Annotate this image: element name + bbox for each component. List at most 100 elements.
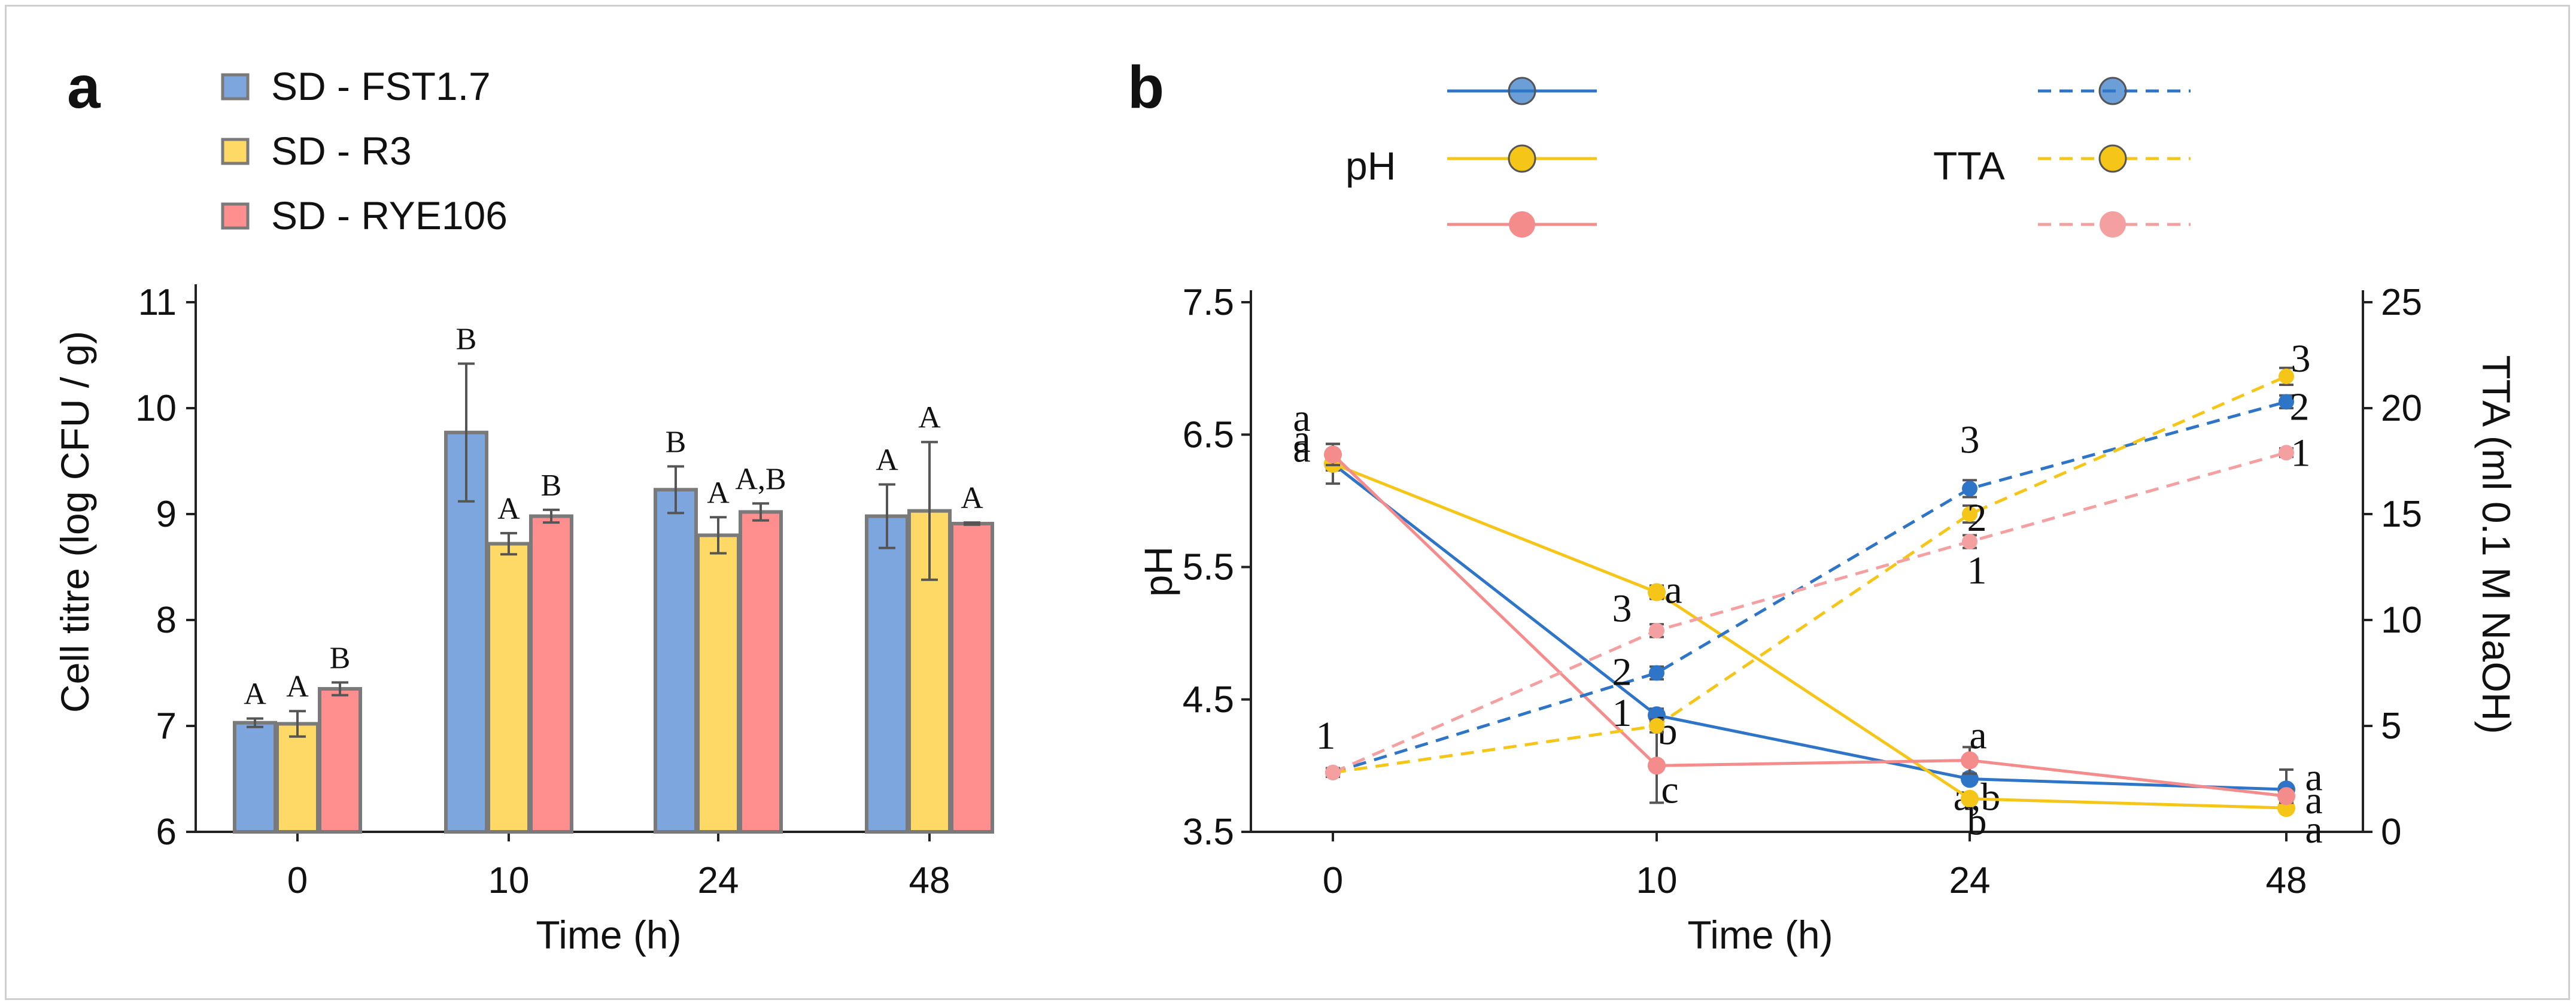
significance-label: a (2305, 779, 2322, 822)
bar-sd-fst1-7 (654, 488, 698, 834)
significance-letter: B (456, 323, 477, 357)
legend-marker (2100, 211, 2126, 238)
line-tta-r3 (1332, 375, 2287, 774)
significance-letter: A (918, 401, 941, 435)
line-ph-rye106 (1332, 453, 2287, 798)
point-tta-rye106 (1325, 764, 1341, 780)
panel-b-ytick-left-label: 4.5 (1183, 679, 1234, 721)
panel-b-xtick-label: 24 (1949, 860, 1991, 901)
point-tta-rye106 (2279, 445, 2294, 461)
point-ph-rye106 (1324, 445, 1342, 464)
point-tta-fst1-7 (2279, 394, 2294, 410)
bar-sd-rye106 (318, 687, 362, 834)
significance-letter: A (244, 677, 266, 712)
bar-sd-r3 (907, 509, 952, 834)
bar-sd-r3 (275, 722, 320, 834)
significance-label: a (1293, 427, 1310, 470)
panel-b-label: b (1128, 54, 1164, 121)
panel-b-xlabel: Time (h) (1687, 913, 1833, 957)
significance-label: 1 (2291, 431, 2311, 475)
significance-label: 2 (2290, 385, 2310, 428)
significance-label: b (1967, 800, 1987, 844)
panel-b-ytick-right-label: 20 (2381, 388, 2422, 429)
legend-marker (2098, 144, 2127, 173)
bar-sd-r3 (696, 533, 740, 834)
significance-label: 1 (1612, 691, 1632, 735)
point-tta-fst1-7 (1962, 481, 1977, 497)
panel-a-ylabel: Cell titre (log CFU / g) (53, 331, 97, 713)
point-ph-rye106 (2277, 787, 2295, 806)
significance-letter: A (876, 443, 898, 477)
legend-label: SD - RYE106 (271, 193, 508, 238)
significance-letter: A (961, 481, 983, 515)
panel-a-ytick-label: 6 (156, 812, 177, 853)
legend-swatch (221, 73, 250, 101)
panel-a-xtick-label: 0 (287, 860, 308, 901)
point-tta-fst1-7 (1649, 665, 1664, 681)
panel-b-ytick-left-label: 6.5 (1183, 414, 1234, 455)
significance-label: 2 (1612, 651, 1632, 694)
point-ph-rye106 (1961, 751, 1979, 770)
significance-label: a (1293, 417, 1310, 461)
panel-b-ytick-right-label: 15 (2381, 494, 2422, 535)
panel-a-ytick-label: 8 (156, 600, 177, 641)
line-tta-fst1-7 (1332, 400, 2287, 774)
panel-a-ytick-label: 10 (135, 388, 177, 429)
panel-a-ytick-label: 9 (156, 494, 177, 535)
significance-letter: B (330, 641, 351, 675)
panel-b-xtick-label: 0 (1323, 860, 1343, 901)
significance-label: a (1293, 396, 1310, 440)
significance-label: 2 (1967, 496, 1987, 540)
significance-letter: B (541, 469, 562, 503)
point-tta-r3 (1649, 718, 1664, 734)
figure-frame (5, 5, 2570, 1000)
panel-b-ytick-right-label: 10 (2381, 600, 2422, 641)
significance-letter: A (286, 670, 309, 704)
significance-label: a (2305, 755, 2322, 799)
line-ph-r3 (1332, 462, 2287, 810)
point-ph-rye106 (1648, 756, 1666, 775)
panel-b-ytick-left-label: 5.5 (1183, 547, 1234, 588)
bar-sd-rye106 (529, 514, 573, 834)
panel-b-ytick-left-label: 3.5 (1183, 812, 1234, 853)
point-ph-r3 (1961, 789, 1979, 808)
bar-sd-rye106 (739, 510, 783, 834)
legend-marker (1508, 77, 1536, 105)
panel-b-ytick-right-label: 5 (2381, 706, 2401, 747)
significance-label: a (2305, 808, 2322, 852)
panel-b-ytick-right-label: 0 (2381, 812, 2401, 853)
significance-letter: A,B (735, 462, 786, 496)
legend-marker (2098, 77, 2127, 105)
panel-a-label: a (67, 54, 101, 121)
legend-swatch (221, 138, 250, 165)
significance-label: 1 (1316, 714, 1336, 758)
panel-b-ytick-left-label: 7.5 (1183, 282, 1234, 323)
bar-sd-rye106 (950, 521, 994, 834)
bar-sd-fst1-7 (233, 721, 277, 834)
line-tta-rye106 (1332, 451, 2287, 774)
panel-b-ytick-right-label: 25 (2381, 282, 2422, 323)
bar-sd-fst1-7 (865, 514, 909, 834)
panel-a-xlabel: Time (h) (536, 913, 681, 957)
significance-label: 3 (2291, 337, 2311, 381)
point-tta-r3 (1962, 506, 1977, 522)
panel-a-xtick-label: 48 (909, 860, 950, 901)
significance-label: a (1969, 714, 1986, 758)
point-tta-rye106 (1649, 622, 1664, 639)
significance-letter: A (497, 492, 520, 526)
panel-a-xtick-label: 24 (698, 860, 739, 901)
panel-b-ylabel-left: pH (1136, 546, 1180, 597)
panel-a-ytick-label: 7 (156, 706, 177, 747)
panel-a-xtick-label: 10 (488, 860, 530, 901)
legend-swatch (221, 202, 250, 230)
significance-label: 3 (1960, 418, 1980, 462)
legend-label: SD - FST1.7 (271, 64, 491, 108)
bar-sd-r3 (487, 542, 531, 834)
legend-ph-label: pH (1345, 144, 1396, 188)
significance-letter: A (707, 476, 730, 510)
significance-label: c (1661, 768, 1678, 812)
legend-label: SD - R3 (271, 129, 412, 173)
panel-b-ylabel-right: TTA (ml 0.1 M NaOH) (2474, 355, 2519, 734)
panel-b-xtick-label: 10 (1636, 860, 1678, 901)
